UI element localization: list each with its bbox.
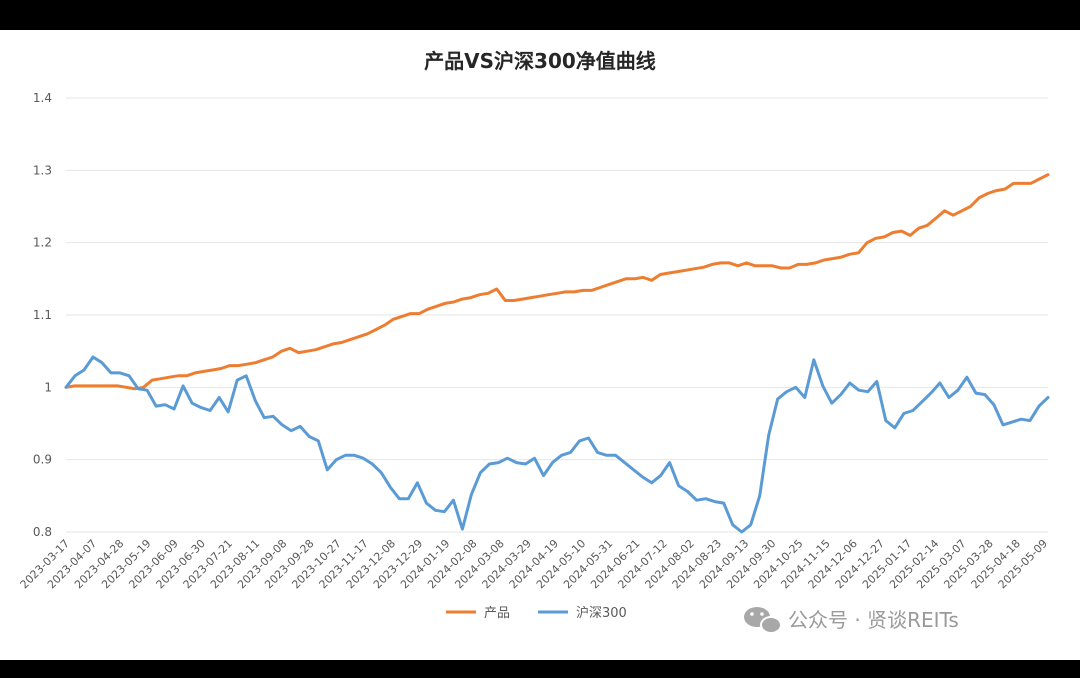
y-tick-label: 1.2 (33, 236, 52, 250)
y-tick-label: 1.3 (33, 163, 52, 177)
y-tick-label: 0.8 (33, 525, 52, 539)
y-tick-label: 1 (44, 380, 52, 394)
series-lines (64, 173, 1050, 534)
chart-title: 产品VS沪深300净值曲线 (424, 49, 656, 73)
legend: 产品 沪深300 (446, 605, 627, 621)
wechat-icon (744, 607, 782, 634)
y-tick-label: 1.1 (33, 308, 52, 322)
series-line-product (64, 173, 1050, 391)
x-axis-ticks: 2023-03-172023-04-072023-04-282023-05-19… (18, 537, 1050, 591)
y-tick-label: 1.4 (33, 91, 52, 105)
gridlines (66, 97, 1048, 533)
series-line-hs300 (64, 355, 1050, 534)
y-tick-label: 0.9 (33, 453, 52, 467)
legend-label-product: 产品 (484, 606, 510, 621)
legend-label-hs300: 沪深300 (576, 605, 627, 621)
chart-frame: 产品VS沪深300净值曲线 0.8 0.9 1 1.1 1.2 1.3 1.4 2023-0… (0, 30, 1080, 660)
watermark: 公众号 · 贤谈REITs (744, 607, 959, 634)
watermark-text: 公众号 · 贤谈REITs (788, 608, 959, 632)
y-axis-ticks: 0.8 0.9 1 1.1 1.2 1.3 1.4 (33, 91, 52, 539)
chart: 产品VS沪深300净值曲线 0.8 0.9 1 1.1 1.2 1.3 1.4 2023-0… (18, 49, 1050, 634)
